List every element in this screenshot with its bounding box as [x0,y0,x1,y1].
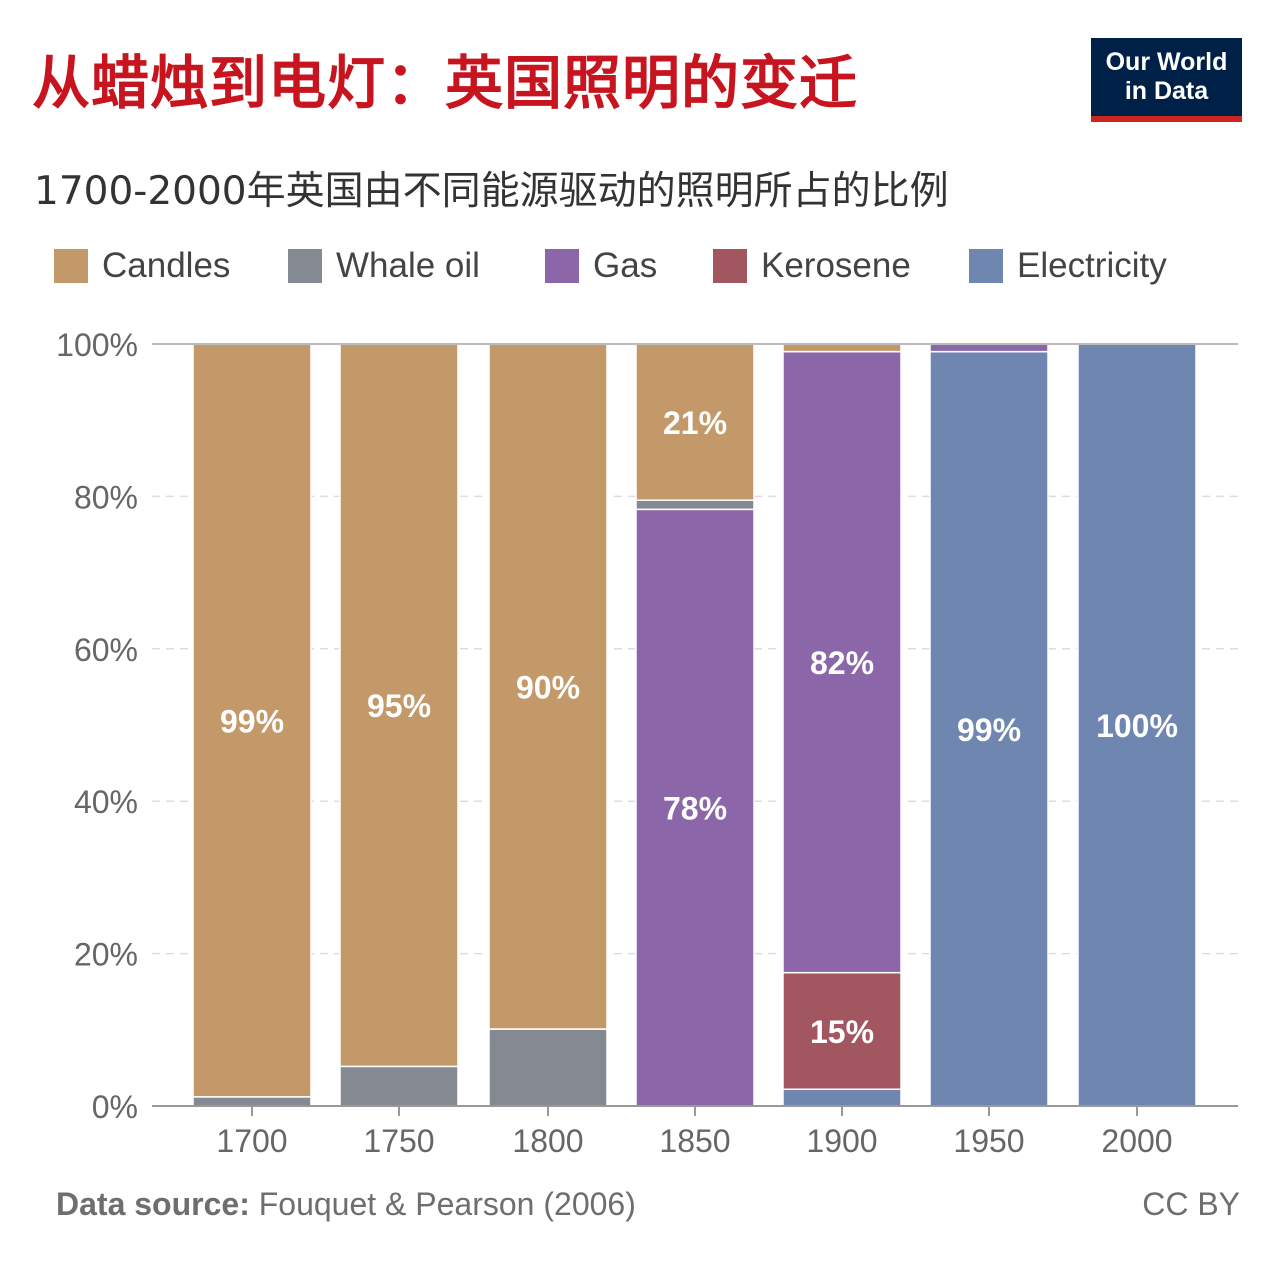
legend-swatch-candles [54,249,88,283]
bar-candles-1800 [488,343,608,1030]
x-tick-label: 1700 [216,1123,287,1159]
chart-legend: Candles Whale oil Gas Kerosene Electrici… [0,244,1280,288]
data-label: 99% [220,703,284,739]
legend-swatch-electricity [969,249,1003,283]
bar-candles-1700 [192,343,312,1098]
chart-subtitle: 1700-2000年英国由不同能源驱动的照明所占的比例 [34,169,949,214]
bar-whale-oil-1700 [192,1096,312,1107]
data-label: 99% [957,712,1021,748]
bar-gas-1950 [929,343,1049,353]
legend-swatch-gas [545,249,579,283]
y-tick-label: 0% [92,1089,138,1125]
legend-label-candles: Candles [102,246,231,285]
data-source: Data source: Fouquet & Pearson (2006) [56,1186,636,1223]
x-tick-label: 1900 [806,1123,877,1159]
y-tick-label: 100% [56,327,138,363]
bar-candles-1900 [782,343,902,353]
data-label: 15% [810,1014,874,1050]
data-label: 21% [663,405,727,441]
bar-electricity-1900 [782,1088,902,1107]
bar-whale-oil-1750 [339,1065,459,1107]
legend-label-electricity: Electricity [1017,246,1167,285]
data-source-label: Data source: [56,1186,250,1222]
data-label: 82% [810,645,874,681]
x-tick-label: 1950 [953,1123,1024,1159]
x-tick-label: 2000 [1101,1123,1172,1159]
data-label: 90% [516,670,580,706]
data-label: 95% [367,688,431,724]
data-source-text: Fouquet & Pearson (2006) [258,1186,636,1222]
y-tick-label: 40% [74,784,138,820]
logo-text-line1: Our World [1105,48,1228,76]
bar-electricity-2000 [1077,343,1197,1107]
data-label: 78% [663,791,727,827]
x-tick-label: 1800 [512,1123,583,1159]
owid-logo[interactable]: Our World in Data [1091,38,1242,122]
bar-whale-oil-1850 [635,499,755,511]
logo-text-line2: in Data [1124,77,1209,105]
legend-swatch-whale-oil [288,249,322,283]
bar-gas-1900 [782,350,902,974]
y-tick-label: 60% [74,632,138,668]
legend-label-kerosene: Kerosene [761,246,911,285]
logo-accent-bar [1091,116,1242,122]
bar-candles-1850 [635,343,755,501]
x-tick-label: 1850 [659,1123,730,1159]
stacked-bar-chart: 0% 20% 40% 60% 80% 100% 99% 95% 90% 21% 78% 82% 15% 9… [56,327,1238,1159]
legend-label-gas: Gas [593,246,658,285]
y-tick-label: 80% [74,479,138,515]
legend-label-whale-oil: Whale oil [336,246,480,285]
license-link[interactable]: CC BY [1142,1186,1240,1222]
bar-kerosene-1900 [782,971,902,1090]
data-label: 100% [1096,708,1178,744]
bar-candles-1750 [339,343,459,1068]
chart-title: 从蜡烛到电灯：英国照明的变迁 [32,49,859,117]
y-tick-label: 20% [74,937,138,973]
bar-whale-oil-1800 [488,1028,608,1107]
x-tick-label: 1750 [363,1123,434,1159]
legend-swatch-kerosene [713,249,747,283]
bar-electricity-1950 [929,350,1049,1107]
